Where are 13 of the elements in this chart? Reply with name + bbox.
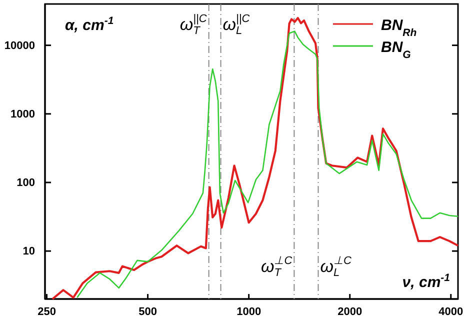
y-tick-label: 1000: [10, 108, 35, 120]
legend-label: BN$_{G}$: [381, 39, 411, 61]
y-tick-label: 10000: [4, 40, 35, 52]
x-tick-label: 4000: [438, 306, 464, 318]
x-tick-label: 250: [38, 306, 56, 318]
y-axis-title: α, cm$^{-1}$: [65, 15, 114, 34]
legend-label: BN$_{Rh}$: [381, 17, 417, 39]
x-tick-label: 2000: [338, 306, 362, 318]
x-tick-label: 1000: [236, 306, 262, 318]
x-tick-label: 500: [138, 306, 157, 318]
y-tick-label: 10: [22, 246, 35, 258]
y-tick-label: 100: [16, 176, 35, 189]
x-axis-title: ν, cm$^{-1}$: [402, 272, 450, 291]
